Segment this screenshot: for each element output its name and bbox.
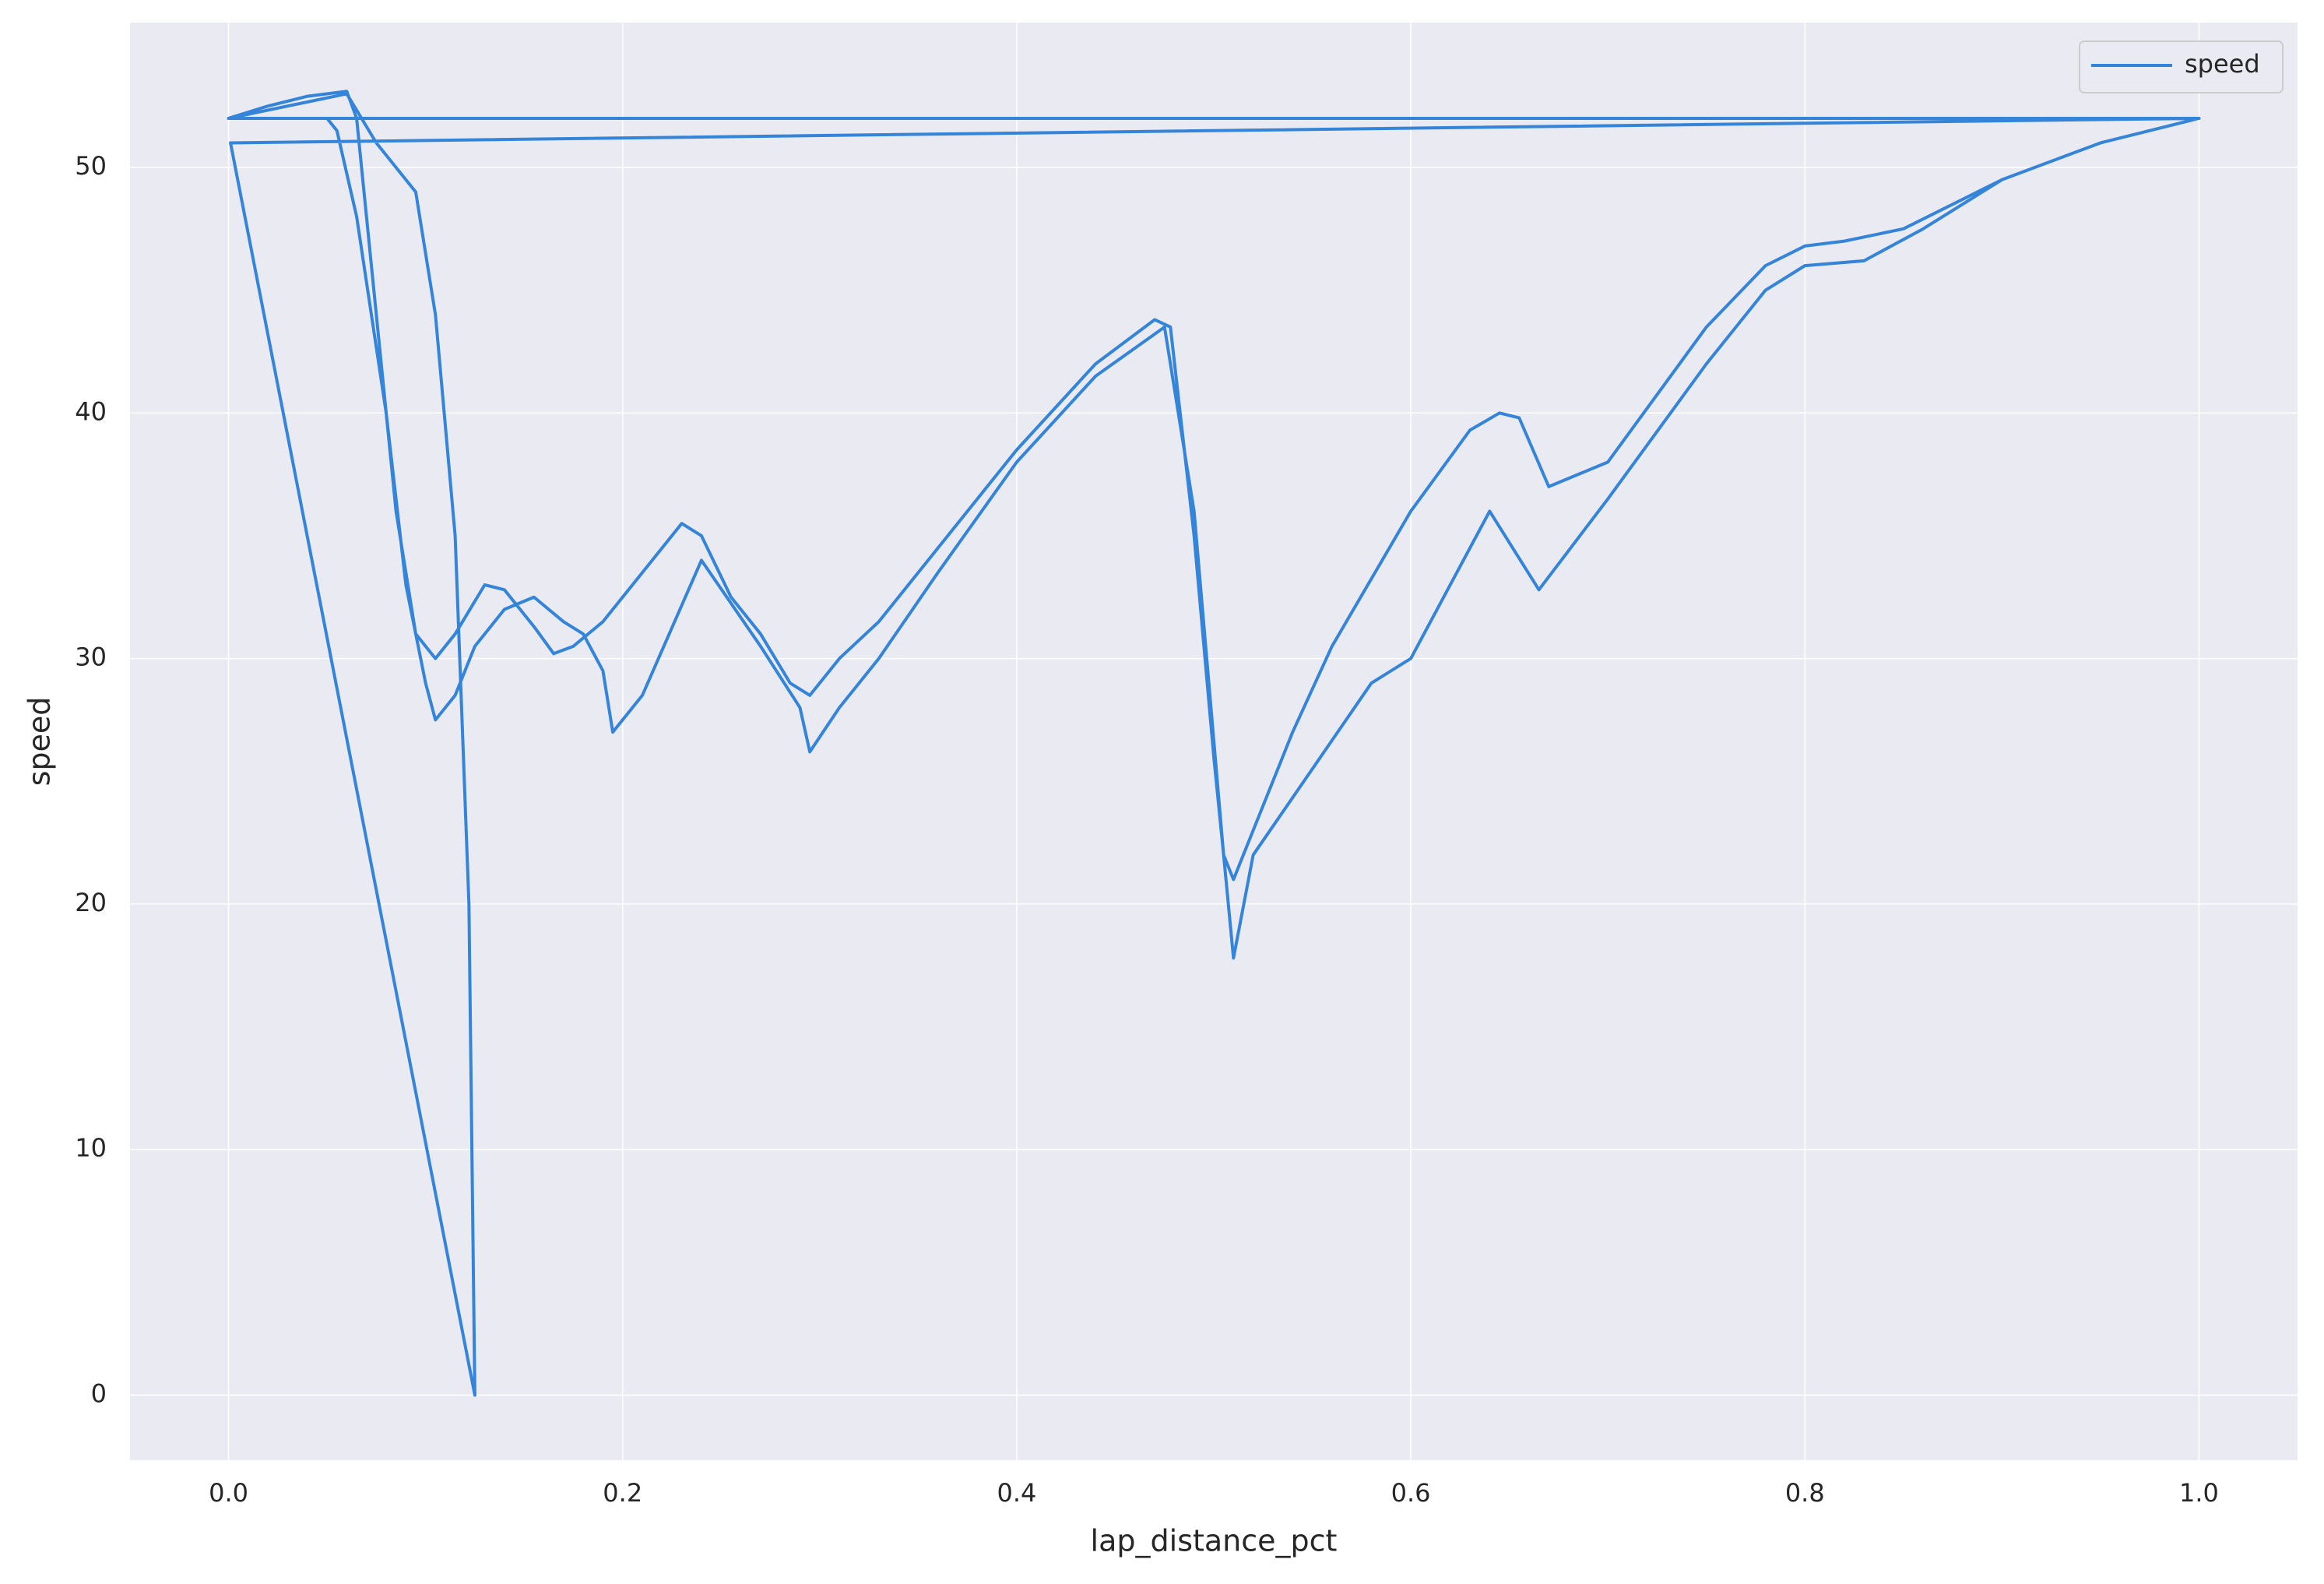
x-axis-label: lap_distance_pct: [1091, 1524, 1338, 1558]
x-tick-label: 0.0: [209, 1478, 248, 1508]
x-tick-label: 0.8: [1785, 1478, 1825, 1508]
legend-label: speed: [2185, 49, 2260, 79]
speed-line: [227, 90, 2201, 1397]
y-tick-label: 40: [75, 396, 107, 426]
y-tick-label: 30: [75, 642, 107, 672]
y-tick-label: 0: [91, 1378, 107, 1408]
y-axis-label: speed: [23, 697, 57, 787]
x-tick-label: 1.0: [2179, 1478, 2219, 1508]
x-tick-label: 0.6: [1391, 1478, 1431, 1508]
y-tick-label: 20: [75, 888, 107, 917]
legend-box: [2079, 40, 2284, 93]
y-tick-label: 50: [75, 151, 107, 181]
y-tick-label: 10: [75, 1133, 107, 1163]
x-tick-label: 0.4: [997, 1478, 1036, 1508]
x-tick-label: 0.2: [603, 1478, 642, 1508]
